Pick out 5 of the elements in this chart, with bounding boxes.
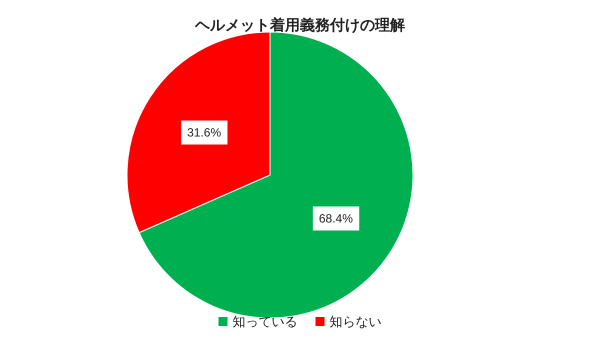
data-label: 68.4% xyxy=(318,211,354,226)
chart-title: ヘルメット着用義務付けの理解 xyxy=(194,16,405,34)
data-label: 31.6% xyxy=(187,126,222,140)
legend-label: 知らない xyxy=(330,314,382,329)
legend-label: 知っている xyxy=(232,314,298,329)
